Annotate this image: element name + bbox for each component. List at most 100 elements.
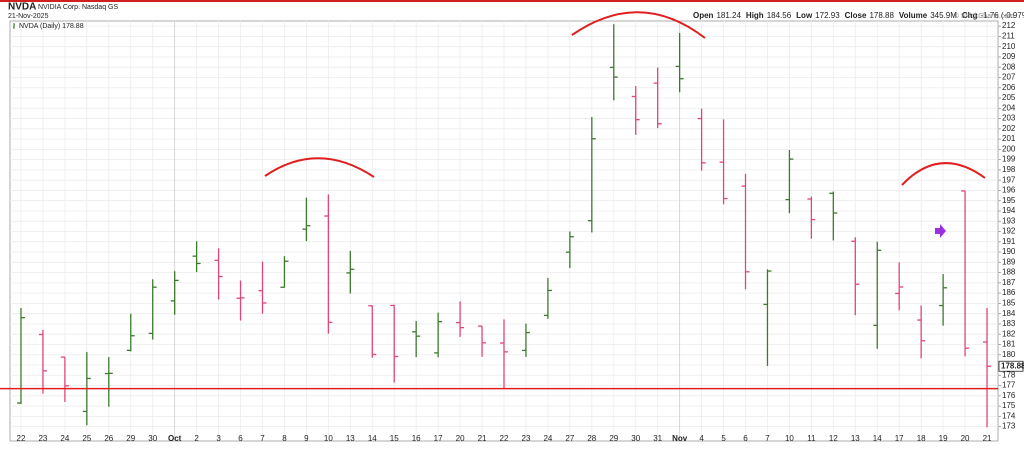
annotation-arc: [264, 157, 375, 178]
x-tick-label: 30: [148, 434, 157, 443]
x-tick-label: 21: [478, 434, 487, 443]
x-tick-label: 11: [807, 434, 816, 443]
x-tick-label: 6: [238, 434, 243, 443]
y-tick-label: 176: [1002, 391, 1016, 400]
x-tick-label: 31: [653, 434, 662, 443]
quote-label: Volume: [899, 11, 928, 20]
x-tick-label: 26: [104, 434, 113, 443]
x-tick-label: 20: [961, 434, 970, 443]
x-tick-label: Oct: [168, 434, 182, 443]
x-tick-label: 17: [895, 434, 904, 443]
credit: © StockCharts.com: [954, 12, 1015, 20]
x-tick-label: 19: [939, 434, 948, 443]
x-tick-label: 24: [60, 434, 69, 443]
quote-label: High: [746, 11, 764, 20]
y-tick-label: 201: [1002, 134, 1016, 143]
y-tick-label: 194: [1002, 206, 1016, 215]
x-tick-label: 5: [721, 434, 726, 443]
x-tick-label: 12: [829, 434, 838, 443]
y-tick-label: 198: [1002, 165, 1016, 174]
x-tick-label: 18: [917, 434, 926, 443]
last-price-label: 178.88: [1001, 361, 1024, 370]
x-tick-label: 25: [82, 434, 91, 443]
top-rule: [0, 0, 1024, 2]
x-tick-label: 27: [565, 434, 574, 443]
y-tick-label: 207: [1002, 73, 1016, 82]
x-tick-label: Nov: [672, 434, 688, 443]
x-tick-label: 10: [785, 434, 794, 443]
x-tick-label: 23: [38, 434, 47, 443]
x-tick-label: 14: [873, 434, 882, 443]
y-tick-label: 203: [1002, 114, 1016, 123]
symbol: NVDA: [8, 2, 36, 13]
annotation-arrow: [935, 224, 946, 238]
y-tick-label: 188: [1002, 268, 1016, 277]
y-tick-label: 183: [1002, 319, 1016, 328]
y-tick-label: 185: [1002, 299, 1016, 308]
y-tick-label: 173: [1002, 422, 1016, 431]
y-tick-label: 205: [1002, 93, 1016, 102]
y-tick-label: 212: [1002, 21, 1016, 30]
quote-value: 178.88: [869, 11, 894, 20]
quote: Open 181.24 High 184.56 Low 172.93 Close 178.88…: [693, 11, 1024, 20]
x-tick-label: 9: [304, 434, 309, 443]
y-tick-label: 178: [1002, 370, 1016, 379]
x-tick-label: 7: [765, 434, 770, 443]
company: NVIDIA Corp. Nasdaq GS: [38, 4, 118, 11]
y-tick-label: 209: [1002, 52, 1016, 61]
x-tick-label: 2: [194, 434, 199, 443]
x-tick-label: 13: [346, 434, 355, 443]
quote-label: Chg: [962, 11, 978, 20]
x-tick-label: 8: [282, 434, 287, 443]
quote-label: Low: [796, 11, 813, 20]
y-tick-label: 181: [1002, 340, 1016, 349]
x-tick-label: 16: [412, 434, 421, 443]
y-tick-label: 197: [1002, 175, 1016, 184]
x-tick-label: 10: [324, 434, 333, 443]
y-tick-label: 211: [1002, 32, 1015, 41]
y-tick-label: 199: [1002, 155, 1016, 164]
y-tick-label: 190: [1002, 247, 1016, 256]
annotation-arc: [901, 162, 986, 186]
y-tick-label: 180: [1002, 350, 1016, 359]
x-tick-label: 13: [851, 434, 860, 443]
annotation-arc: [571, 11, 706, 39]
y-tick-label: 177: [1002, 381, 1016, 390]
y-tick-label: 191: [1002, 237, 1016, 246]
x-tick-label: 20: [456, 434, 465, 443]
y-tick-label: 200: [1002, 144, 1016, 153]
x-tick-label: 7: [260, 434, 265, 443]
x-tick-label: 6: [743, 434, 748, 443]
legend: NVDA (Daily) 178.88: [19, 23, 84, 30]
x-tick-label: 23: [522, 434, 531, 443]
y-tick-label: 189: [1002, 257, 1016, 266]
quote-label: Open: [693, 11, 714, 20]
date: 21-Nov-2025: [8, 13, 49, 20]
x-tick-label: 3: [216, 434, 221, 443]
y-tick-label: 192: [1002, 227, 1016, 236]
y-tick-label: 184: [1002, 309, 1016, 318]
quote-value: 345.9M: [930, 11, 957, 20]
y-tick-label: 206: [1002, 83, 1016, 92]
quote-value: -1.76 (-0.97%): [980, 11, 1024, 20]
x-tick-label: 15: [390, 434, 399, 443]
y-tick-label: 195: [1002, 196, 1016, 205]
x-tick-label: 22: [500, 434, 509, 443]
x-tick-label: 4: [699, 434, 704, 443]
x-tick-label: 30: [631, 434, 640, 443]
y-tick-label: 175: [1002, 401, 1016, 410]
x-tick-label: 29: [126, 434, 135, 443]
y-tick-label: 182: [1002, 329, 1016, 338]
quote-label: Close: [845, 11, 867, 20]
y-tick-label: 174: [1002, 411, 1016, 420]
y-tick-label: 208: [1002, 62, 1016, 71]
x-tick-label: 22: [17, 434, 26, 443]
y-tick-label: 186: [1002, 288, 1016, 297]
x-tick-label: 29: [609, 434, 618, 443]
quote-value: 181.24: [716, 11, 741, 20]
x-tick-label: 14: [368, 434, 377, 443]
y-tick-label: 204: [1002, 103, 1016, 112]
legend-icon: [13, 23, 15, 29]
x-tick-label: 17: [434, 434, 443, 443]
